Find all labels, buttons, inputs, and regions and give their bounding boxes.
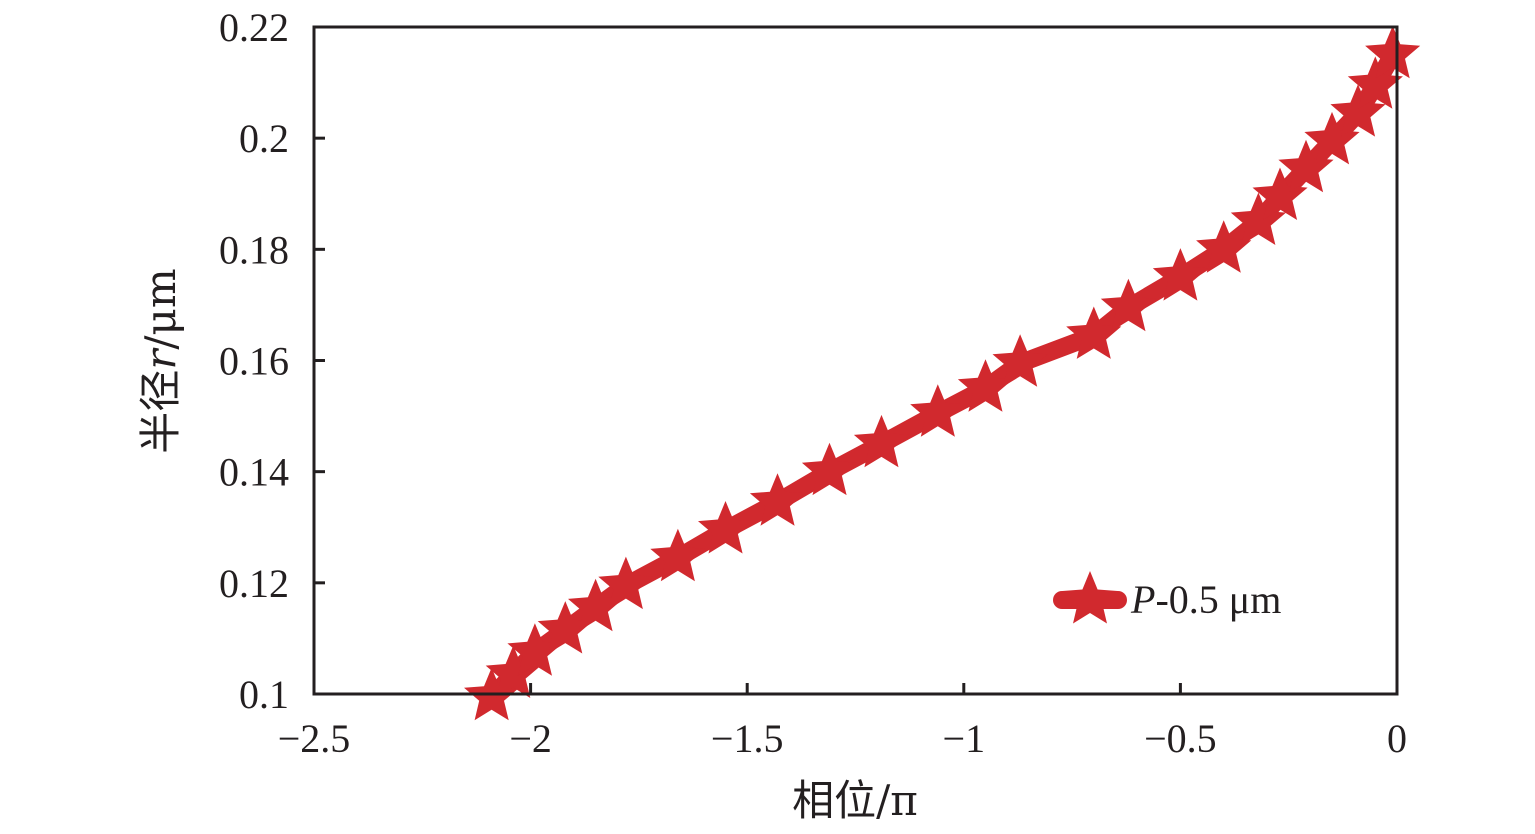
y-tick-label: 0.1 — [239, 672, 289, 717]
y-axis-label-unit: /μm — [136, 268, 185, 349]
x-tick-label: −2.5 — [278, 716, 351, 761]
data-point-star — [1330, 84, 1386, 137]
data-point-star — [1252, 167, 1308, 220]
data-point-star — [1365, 25, 1421, 79]
y-tick-label: 0.2 — [239, 116, 289, 161]
y-tick-label: 0.16 — [219, 339, 289, 384]
data-point-star — [507, 623, 563, 676]
legend-label-symbol: P — [1130, 577, 1155, 622]
legend-label: P-0.5 μm — [1130, 577, 1281, 622]
data-point-star — [1278, 139, 1334, 193]
series-layer — [464, 25, 1421, 721]
data-point-star — [537, 601, 593, 654]
data-point-star — [749, 473, 806, 526]
data-point-star — [1196, 220, 1252, 273]
data-point-star — [1304, 111, 1360, 165]
legend: P-0.5 μm — [1053, 571, 1281, 624]
y-axis-label: 半径r/μm — [136, 268, 185, 453]
y-tick-label: 0.22 — [219, 5, 289, 50]
data-point-star — [1347, 56, 1403, 109]
x-tick-label: −1 — [943, 716, 986, 761]
data-point-star — [1230, 192, 1286, 245]
x-tick-label: −1.5 — [711, 716, 784, 761]
data-point-star — [485, 645, 541, 698]
data-point-star — [853, 414, 910, 468]
y-tick-label: 0.18 — [219, 227, 289, 272]
x-axis-label: 相位/π — [792, 776, 918, 825]
x-tick-label: −2 — [509, 716, 552, 761]
data-point-star — [598, 556, 654, 610]
data-point-star — [957, 359, 1013, 412]
data-point-star — [698, 501, 754, 554]
y-tick-label: 0.14 — [219, 450, 289, 495]
x-axis-ticks: −2.5 −2 −1.5 −1 −0.5 0 — [278, 683, 1407, 761]
data-point-star — [650, 528, 706, 582]
x-tick-label: −0.5 — [1144, 716, 1217, 761]
data-point-star — [992, 334, 1048, 387]
data-point-star — [1152, 248, 1208, 301]
data-point-star — [568, 578, 624, 632]
legend-label-rest: -0.5 μm — [1155, 577, 1281, 622]
data-point-star — [1066, 306, 1122, 359]
legend-star-marker — [1062, 571, 1118, 624]
y-tick-label: 0.12 — [219, 561, 289, 606]
y-axis-ticks: 0.1 0.12 0.14 0.16 0.18 0.2 0.22 — [219, 5, 325, 717]
data-point-star — [801, 442, 858, 496]
data-point-star — [910, 384, 966, 437]
y-axis-label-symbol: r — [136, 347, 185, 370]
x-tick-label: 0 — [1387, 716, 1407, 761]
y-axis-label-prefix: 半径 — [136, 370, 185, 454]
data-point-star — [1100, 278, 1156, 332]
